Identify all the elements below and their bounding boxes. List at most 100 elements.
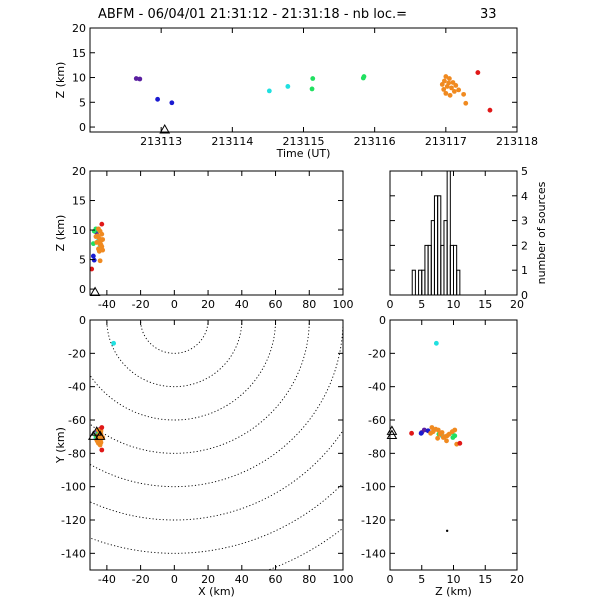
source-point [463, 100, 469, 106]
source-point [310, 76, 316, 81]
y-tick-label: 10 [72, 72, 86, 85]
x-tick-label: 213114 [211, 135, 253, 148]
x-tick-label: 213116 [354, 135, 396, 148]
y-tick-label: -80 [68, 447, 86, 460]
panel-zy [386, 319, 518, 571]
x-tick-label: 0 [171, 573, 178, 586]
figure-title: ABFM - 06/04/01 21:31:12 - 21:31:18 - nb… [98, 7, 407, 22]
source-point [475, 70, 481, 75]
x-tick-label: 60 [269, 298, 283, 311]
y-tick-label: -100 [361, 481, 386, 494]
x-tick-label: 20 [201, 573, 215, 586]
source-point [441, 87, 447, 92]
source-point [90, 266, 95, 272]
y-axis-label: number of sources [535, 181, 548, 284]
y-axis-label: Y (km) [54, 427, 67, 464]
source-point [453, 83, 459, 88]
source-point [457, 440, 463, 446]
source-point [285, 84, 291, 89]
y-tick-label: -60 [368, 414, 386, 427]
x-tick-label: 0 [387, 573, 394, 586]
y-tick-label: 5 [521, 165, 528, 178]
plot-frame [89, 319, 344, 571]
x-tick-label: 40 [235, 573, 249, 586]
source-point [440, 435, 446, 440]
x-tick-label: 20 [510, 298, 524, 311]
y-tick-label: 20 [72, 22, 86, 35]
source-point [111, 340, 117, 346]
y-tick-label: 0 [79, 121, 86, 134]
x-tick-label: 100 [333, 298, 354, 311]
y-tick-label: -40 [68, 381, 86, 394]
y-tick-label: -80 [368, 447, 386, 460]
y-tick-label: 0 [79, 283, 86, 296]
source-point [409, 430, 414, 436]
y-tick-label: 20 [72, 165, 86, 178]
x-tick-label: 213113 [140, 135, 182, 148]
station-triangle [88, 430, 99, 440]
plot-frame [89, 170, 344, 296]
x-tick-label: 213118 [496, 135, 538, 148]
y-tick-label: 3 [521, 215, 528, 228]
y-tick-label: 0 [79, 314, 86, 327]
x-tick-label: 213115 [283, 135, 325, 148]
source-point [90, 253, 96, 259]
x-tick-label: 80 [302, 298, 316, 311]
y-tick-label: -120 [361, 514, 386, 527]
x-tick-label: 100 [333, 573, 354, 586]
source-point [98, 242, 104, 248]
source-point [446, 80, 452, 86]
x-tick-label: -20 [132, 573, 150, 586]
y-tick-label: 1 [521, 264, 528, 277]
source-point [100, 237, 106, 242]
source-point [99, 221, 105, 227]
source-point [99, 447, 105, 453]
source-point [155, 96, 161, 102]
source-point [137, 76, 143, 82]
source-point [433, 340, 439, 346]
source-point [309, 86, 315, 92]
x-tick-label: 5 [418, 573, 425, 586]
source-point [443, 90, 449, 96]
x-tick-label: 80 [302, 573, 316, 586]
y-tick-label: -140 [61, 547, 86, 560]
source-point [266, 88, 272, 94]
hist-bar [456, 269, 461, 296]
x-tick-label: 213117 [425, 135, 467, 148]
y-tick-label: 15 [72, 47, 86, 60]
location-count: 33 [480, 7, 497, 22]
y-tick-label: -140 [361, 547, 386, 560]
source-point [450, 435, 456, 440]
source-point [444, 438, 449, 444]
source-point [439, 82, 445, 87]
y-tick-label: 15 [72, 195, 86, 208]
y-tick-label: 5 [79, 96, 86, 109]
y-tick-label: 4 [521, 190, 528, 203]
x-tick-label: 0 [387, 298, 394, 311]
source-point [447, 92, 453, 98]
panel-xz [89, 170, 344, 297]
y-axis-label: Z (km) [54, 215, 67, 252]
x-tick-label: 5 [418, 298, 425, 311]
y-tick-label: 5 [79, 254, 86, 267]
source-point [428, 430, 434, 436]
plot-frame [89, 27, 518, 133]
x-tick-label: 20 [201, 298, 215, 311]
panel-hist [389, 170, 518, 296]
x-tick-label: 10 [447, 298, 461, 311]
x-tick-label: 40 [235, 298, 249, 311]
source-point [429, 425, 435, 430]
x-tick-label: 10 [447, 573, 461, 586]
source-point [451, 88, 457, 94]
source-point [99, 231, 105, 237]
x-tick-label: -20 [132, 298, 150, 311]
source-point [95, 439, 100, 445]
source-point [487, 107, 493, 113]
x-axis-label: Time (UT) [276, 147, 331, 160]
y-tick-label: -20 [368, 347, 386, 360]
hist-bar [411, 269, 416, 296]
source-point [97, 442, 103, 448]
source-point [97, 258, 103, 264]
